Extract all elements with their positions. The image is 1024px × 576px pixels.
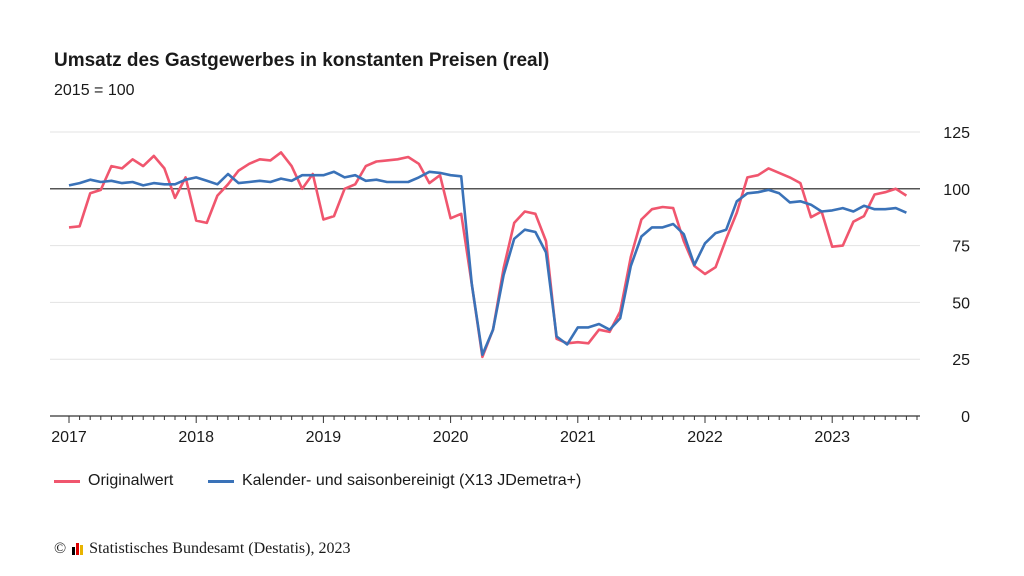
destatis-logo-icon xyxy=(72,543,84,555)
y-tick-label: 25 xyxy=(952,352,970,369)
chart-title: Umsatz des Gastgewerbes in konstanten Pr… xyxy=(54,50,550,71)
chart-subtitle: 2015 = 100 xyxy=(54,82,135,99)
x-tick-label: 2020 xyxy=(433,429,469,446)
y-tick-label: 75 xyxy=(952,239,970,256)
legend-label: Originalwert xyxy=(88,472,174,489)
series-line-saisonbereinigt xyxy=(68,170,907,357)
y-tick-label: 50 xyxy=(952,295,970,312)
series-line-originalwert xyxy=(68,151,908,359)
x-tick-label: 2017 xyxy=(51,429,87,446)
x-tick-label: 2022 xyxy=(687,429,723,446)
source-text: Statistisches Bundesamt (Destatis), 2023 xyxy=(89,540,351,557)
y-tick-label: 0 xyxy=(961,409,970,426)
legend-swatch xyxy=(54,479,80,483)
y-tick-label: 125 xyxy=(943,125,970,142)
legend-item-saisonbereinigt[interactable]: Kalender- und saisonbereinigt (X13 JDeme… xyxy=(208,472,581,490)
x-tick-label: 2021 xyxy=(560,429,596,446)
x-tick-label: 2019 xyxy=(306,429,342,446)
legend-swatch xyxy=(208,479,234,483)
y-tick-label: 100 xyxy=(943,182,970,199)
x-tick-label: 2018 xyxy=(178,429,214,446)
x-tick-label: 2023 xyxy=(814,429,850,446)
copyright-symbol: © xyxy=(54,540,67,557)
legend-item-originalwert[interactable]: Originalwert xyxy=(54,472,173,490)
legend-label: Kalender- und saisonbereinigt (X13 JDeme… xyxy=(242,472,582,489)
source-footer: © Statistisches Bundesamt (Destatis), 20… xyxy=(54,540,350,558)
